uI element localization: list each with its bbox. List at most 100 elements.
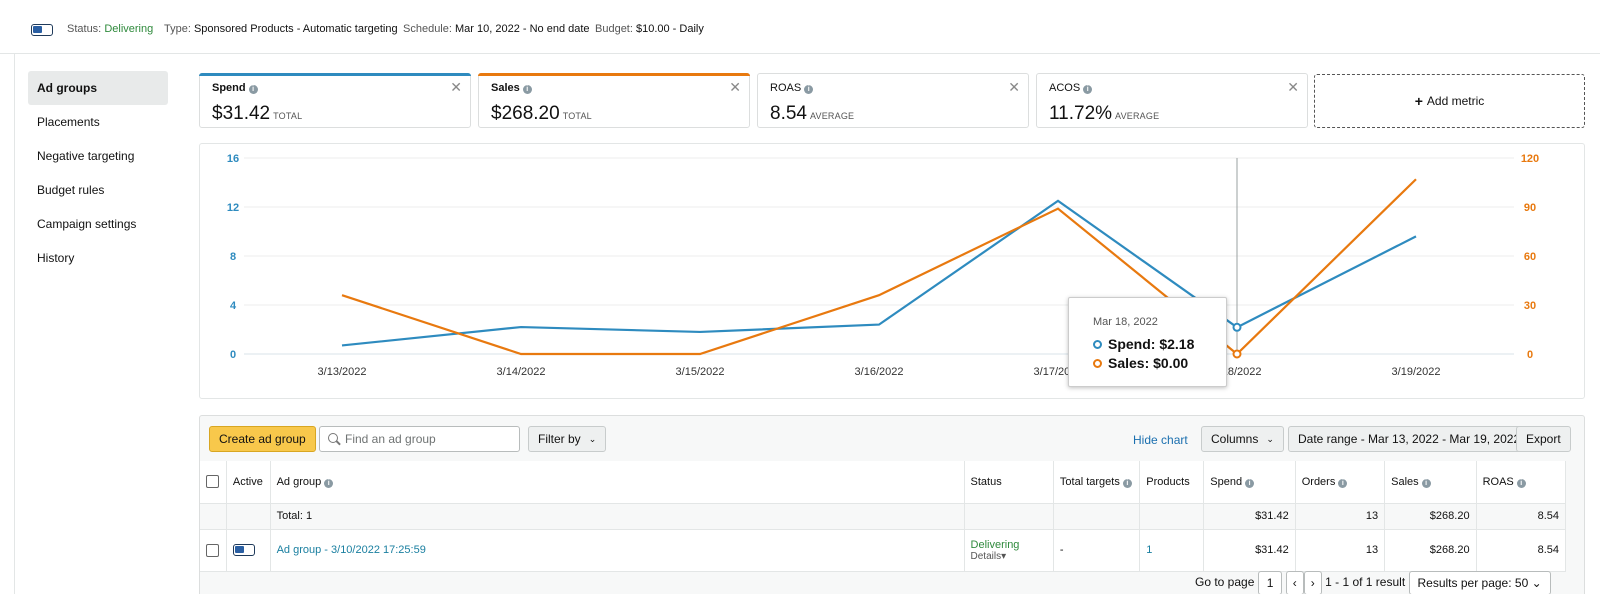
create-ad-group-button[interactable]: Create ad group [209, 426, 316, 452]
col-ad-group[interactable]: Ad group i [270, 461, 965, 504]
close-icon[interactable]: ✕ [1287, 79, 1299, 95]
search-input[interactable] [345, 430, 515, 448]
close-icon[interactable]: ✕ [450, 79, 462, 95]
columns-button[interactable]: Columns ⌄ [1201, 426, 1284, 452]
col-roas[interactable]: ROAS i [1476, 461, 1567, 504]
metric-value: $268.20 TOTAL [491, 103, 592, 125]
next-page-button[interactable]: › [1303, 571, 1322, 594]
info-icon[interactable]: i [1516, 478, 1526, 488]
row-sales: $268.20 [1384, 529, 1477, 572]
row-status: Delivering [970, 538, 1020, 551]
sidebar-item-history[interactable]: History [37, 251, 75, 265]
page-input[interactable]: 1 [1257, 571, 1283, 594]
col-active[interactable]: Active [226, 461, 271, 504]
info-icon[interactable]: i [1083, 85, 1093, 94]
sidebar-item-negative-targeting[interactable]: Negative targeting [37, 149, 135, 163]
info-icon[interactable]: i [248, 85, 258, 94]
metric-sub: AVERAGE [809, 111, 855, 121]
row-products-link[interactable]: 1 [1146, 544, 1153, 556]
y-left-tick-label: 8 [230, 251, 236, 263]
info-icon[interactable]: i [522, 85, 532, 94]
tooltip-sales: Sales: $0.00 [1108, 355, 1189, 371]
row-details-dropdown[interactable]: Details▾ [971, 551, 1047, 562]
select-all-checkbox[interactable] [206, 475, 219, 489]
empty-cell [964, 503, 1054, 530]
metric-value-text: 11.72% [1049, 103, 1113, 124]
filter-by-button[interactable]: Filter by ⌄ [528, 426, 607, 452]
y-right-tick-label: 30 [1524, 300, 1536, 312]
select-all-cell [200, 461, 227, 504]
col-products[interactable]: Products [1139, 461, 1205, 504]
close-icon[interactable]: ✕ [729, 79, 741, 95]
info-icon[interactable]: i [324, 478, 334, 488]
info-icon[interactable]: i [1245, 478, 1255, 488]
metric-card-sales[interactable]: Sales i ✕ $268.20 TOTAL [478, 73, 750, 128]
metric-sub: TOTAL [273, 111, 303, 121]
metric-sub: TOTAL [562, 111, 592, 121]
ad-group-link[interactable]: Ad group - 3/10/2022 17:25:59 [276, 544, 426, 556]
toggle-knob [33, 26, 42, 33]
ad-group-active-toggle[interactable] [232, 544, 255, 557]
per-page-label: Results per page: 50 [1417, 576, 1529, 590]
hover-point-spend [1232, 322, 1242, 332]
sidebar-item-ad-groups[interactable]: Ad groups [28, 71, 168, 105]
campaign-active-toggle[interactable] [31, 24, 53, 36]
info-icon[interactable]: i [1338, 478, 1348, 488]
info-icon[interactable]: i [1421, 478, 1431, 488]
row-products-cell: 1 [1139, 529, 1205, 572]
empty-cell [1053, 503, 1141, 530]
x-tick-label: 3/16/2022 [855, 366, 904, 378]
y-left-tick-label: 12 [227, 202, 239, 214]
col-spend[interactable]: Spend i [1203, 461, 1296, 504]
empty-cell [200, 503, 227, 530]
search-icon [328, 433, 338, 443]
y-left-tick-label: 16 [227, 153, 239, 165]
col-spend-label: Spend [1210, 475, 1243, 488]
col-sales[interactable]: Sales i [1384, 461, 1477, 504]
total-orders: 13 [1295, 503, 1386, 530]
info-icon[interactable]: i [1122, 478, 1132, 488]
row-checkbox[interactable] [206, 543, 219, 557]
export-button[interactable]: Export [1516, 426, 1571, 452]
metric-value-text: $268.20 [491, 103, 560, 124]
close-icon[interactable]: ✕ [1008, 79, 1020, 95]
col-status[interactable]: Status [964, 461, 1054, 504]
sidebar-item-placements[interactable]: Placements [37, 115, 100, 129]
total-roas: 8.54 [1476, 503, 1567, 530]
table-row: Ad group - 3/10/2022 17:25:59 Delivering… [200, 529, 1567, 572]
tooltip-date: Mar 18, 2022 [1093, 316, 1158, 328]
results-per-page-select[interactable]: Results per page: 50 ⌄ [1408, 571, 1551, 594]
total-sales: $268.20 [1384, 503, 1477, 530]
metric-card-roas[interactable]: ROAS i ✕ 8.54 AVERAGE [757, 73, 1029, 128]
left-divider [14, 0, 15, 594]
date-range-button[interactable]: Date range - Mar 13, 2022 - Mar 19, 2022 [1288, 426, 1531, 452]
chart-tooltip: Mar 18, 2022 Spend: $2.18 Sales: $0.00 [1068, 297, 1227, 387]
col-roas-label: ROAS [1482, 475, 1514, 488]
row-total-targets: - [1053, 529, 1141, 572]
table-total-row: Total: 1 $31.42 13 $268.20 8.54 [200, 503, 1567, 530]
row-spend: $31.42 [1203, 529, 1296, 572]
metric-color-bar [478, 73, 750, 76]
col-orders[interactable]: Orders i [1295, 461, 1386, 504]
empty-cell [1139, 503, 1205, 530]
metric-card-spend[interactable]: Spend i ✕ $31.42 TOTAL [199, 73, 471, 128]
hover-point-sales [1232, 349, 1242, 359]
hide-chart-link[interactable]: Hide chart [1133, 433, 1188, 447]
type-value: Sponsored Products - Automatic targeting [193, 23, 398, 35]
add-metric-label: Add metric [1426, 94, 1485, 108]
metric-label-text: ROAS [770, 82, 802, 94]
metric-label-text: ACOS [1049, 82, 1081, 94]
tooltip-sales-row: Sales: $0.00 [1093, 355, 1188, 371]
sidebar-item-campaign-settings[interactable]: Campaign settings [37, 217, 137, 231]
metric-label-text: Sales [491, 82, 520, 94]
sidebar-item-budget-rules[interactable]: Budget rules [37, 183, 105, 197]
metric-value: $31.42 TOTAL [212, 103, 302, 125]
metric-card-acos[interactable]: ACOS i ✕ 11.72% AVERAGE [1036, 73, 1308, 128]
prev-page-button[interactable]: ‹ [1285, 571, 1304, 594]
info-icon[interactable]: i [804, 85, 814, 94]
status-value: Delivering [104, 23, 154, 35]
x-tick-label: 3/19/2022 [1392, 366, 1441, 378]
add-metric-button[interactable]: + Add metric [1314, 74, 1585, 128]
col-total-targets[interactable]: Total targets i [1053, 461, 1141, 504]
metric-label: Spend i [212, 82, 258, 94]
